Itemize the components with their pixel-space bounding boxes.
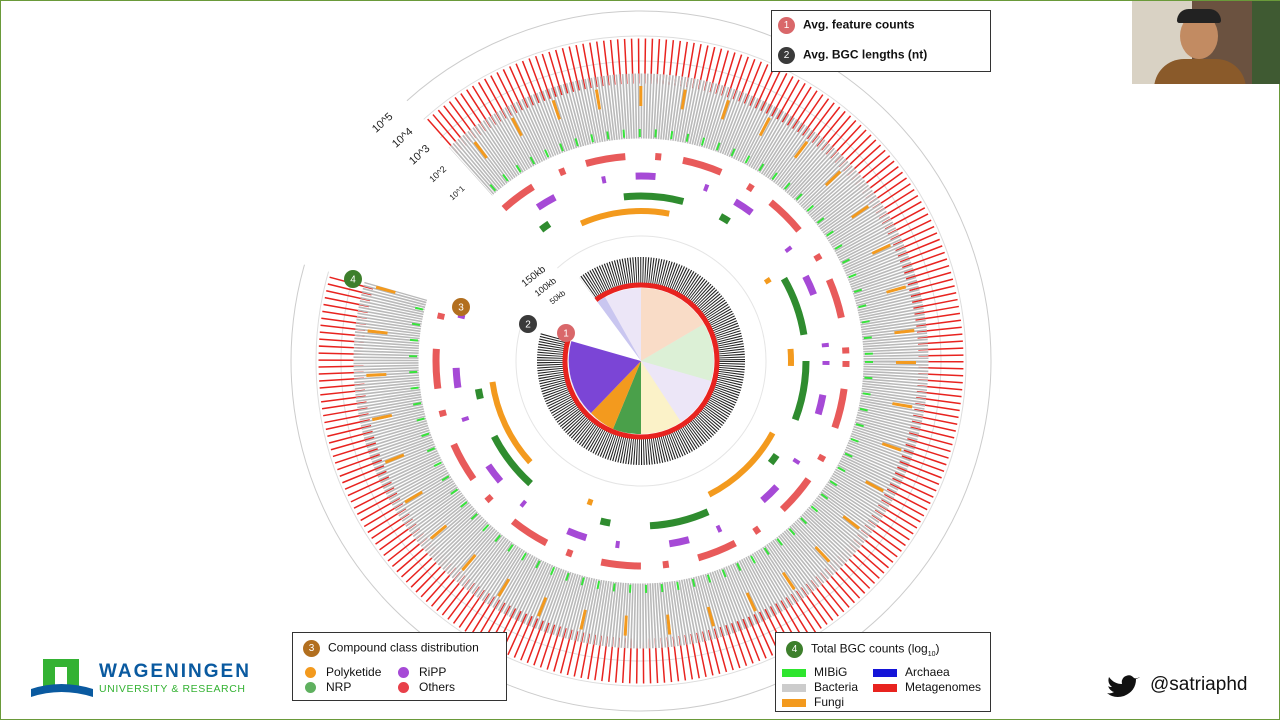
marker <box>452 298 470 316</box>
legend-item: Metagenomes <box>873 680 981 694</box>
legend-label: Fungi <box>814 695 845 709</box>
feature-bars <box>562 282 720 440</box>
legend-label: Avg. BGC lengths (nt) <box>803 47 928 62</box>
nrp-arcs <box>472 192 810 530</box>
ring <box>315 35 967 687</box>
clade <box>641 324 714 381</box>
legend-label: Bacteria <box>814 680 859 694</box>
twitter-icon <box>1107 675 1140 697</box>
length-bars <box>537 257 745 465</box>
clade <box>591 361 641 429</box>
legend-label: RiPP <box>419 665 447 679</box>
legend-compound: 3 Compound class distribution Polyketide … <box>292 632 507 701</box>
legend-label: Others <box>419 680 456 694</box>
marker <box>519 315 537 333</box>
legend-title-sub: 10 <box>927 651 936 659</box>
legend-label: NRP <box>326 680 352 694</box>
gap-wedge <box>541 273 641 361</box>
legend-item: Archaea <box>873 665 950 679</box>
ring <box>290 10 992 712</box>
metagenome-bars <box>318 38 964 684</box>
legend-item: Bacteria <box>782 680 858 694</box>
polyketide-arcs <box>488 208 794 514</box>
legend-title-end: ) <box>935 641 940 656</box>
clade <box>613 361 641 435</box>
logo-title: WAGENINGEN <box>99 661 251 682</box>
marker <box>557 324 575 342</box>
marker-label: 4 <box>350 275 356 286</box>
handle-text: @satriaphd <box>1150 674 1248 695</box>
ripp-dots <box>452 172 830 550</box>
legend-item: MIBiG <box>782 665 847 679</box>
legend-label: Avg. feature counts <box>803 17 915 32</box>
legend-label: Metagenomes <box>905 680 982 694</box>
legend-item: NRP <box>305 680 351 694</box>
legend-title: 4 Total BGC counts (log10) <box>786 641 940 658</box>
legend-title-text: Total BGC counts (log <box>811 641 928 656</box>
legend-title: 3 Compound class distribution <box>303 640 479 657</box>
ring-markers: 4 3 2 1 <box>344 270 575 342</box>
rings <box>290 10 992 712</box>
marker-label: 3 <box>458 303 464 314</box>
fungi-bars <box>366 86 916 636</box>
legend-top: 1 Avg. feature counts 2 Avg. BGC lengths (… <box>771 10 991 72</box>
legend-item: 1 Avg. feature counts <box>778 17 915 34</box>
legend-number: 2 <box>778 47 795 64</box>
legend-label: Archaea <box>905 665 950 679</box>
logo-subtitle: UNIVERSITY & RESEARCH <box>99 683 246 695</box>
webcam <box>1132 1 1280 84</box>
legend-item: 2 Avg. BGC lengths (nt) <box>778 47 927 64</box>
gap-wedge <box>295 93 641 361</box>
marker-label: 1 <box>563 329 569 340</box>
others-dots <box>432 152 850 570</box>
legend-label: Polyketide <box>326 665 382 679</box>
legend-item: Others <box>398 680 455 694</box>
logo-mark <box>31 659 93 697</box>
legend-label: MIBiG <box>814 665 848 679</box>
clade <box>641 287 704 361</box>
legend-item: Fungi <box>782 695 844 709</box>
clade <box>641 361 681 434</box>
logo: WAGENINGEN UNIVERSITY & RESEARCH <box>31 659 263 703</box>
marker <box>344 270 362 288</box>
legend-number: 1 <box>778 17 795 34</box>
legend-item: Polyketide <box>305 665 381 679</box>
legend-title-text: Compound class distribution <box>328 640 479 655</box>
clade <box>568 331 641 413</box>
legend-total: 4 Total BGC counts (log10) MIBiG Archaea … <box>775 632 991 712</box>
mibig-bars <box>409 129 873 593</box>
legend-number: 4 <box>786 641 803 658</box>
legend-number: 3 <box>303 640 320 657</box>
ring <box>515 235 767 487</box>
legend-item: RiPP <box>398 665 446 679</box>
marker-label: 2 <box>525 320 531 331</box>
